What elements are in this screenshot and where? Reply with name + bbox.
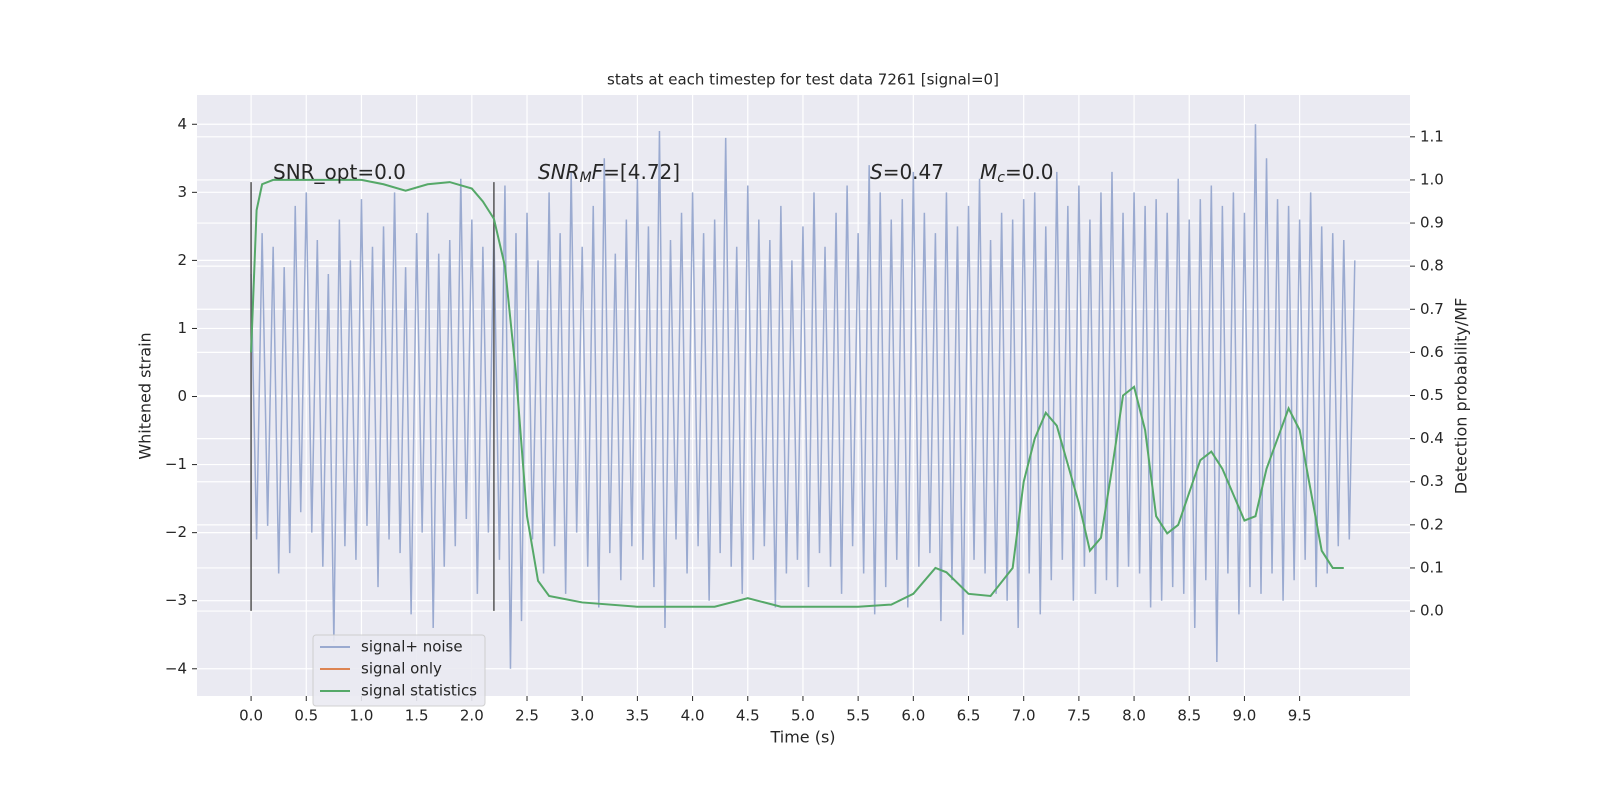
y2-tick-label: 0.2 bbox=[1420, 515, 1444, 533]
annotation: Mc=0.0 bbox=[980, 160, 1054, 187]
x-tick-label: 5.0 bbox=[791, 707, 815, 725]
x-tick-label: 5.5 bbox=[846, 707, 870, 725]
x-tick-label: 7.5 bbox=[1067, 707, 1091, 725]
annotation-part: c bbox=[997, 170, 1005, 186]
annotation: SNR_opt=0.0 bbox=[273, 160, 406, 184]
annotation-part: =0.47 bbox=[883, 160, 944, 184]
y2-tick-label: 0.7 bbox=[1420, 300, 1444, 318]
annotation-part: SNR bbox=[538, 160, 580, 184]
y2-tick-label: 0.1 bbox=[1420, 558, 1444, 576]
y2-tick-label: 0.8 bbox=[1420, 257, 1444, 275]
y-tick-label: −1 bbox=[165, 455, 187, 473]
y2-tick-label: 0.4 bbox=[1420, 429, 1444, 447]
annotation: SNRMF=[4.72] bbox=[538, 160, 680, 187]
x-tick-label: 7.0 bbox=[1012, 707, 1036, 725]
y-axis-label: Whitened strain bbox=[136, 332, 155, 459]
x-tick-label: 4.0 bbox=[681, 707, 705, 725]
y-tick-label: 4 bbox=[177, 115, 187, 133]
annotation: S=0.47 bbox=[870, 160, 944, 184]
x-tick-label: 0.5 bbox=[294, 707, 318, 725]
x-tick-label: 8.5 bbox=[1177, 707, 1201, 725]
annotation-part: F bbox=[592, 160, 604, 184]
annotation-part: =0.0 bbox=[1005, 160, 1054, 184]
y2-tick-label: 0.5 bbox=[1420, 386, 1444, 404]
legend-label: signal statistics bbox=[361, 682, 477, 700]
annotation-part: =[4.72] bbox=[603, 160, 680, 184]
y2-tick-label: 0.9 bbox=[1420, 214, 1444, 232]
annotation-part: S bbox=[870, 160, 883, 184]
y2-tick-label: 1.1 bbox=[1420, 127, 1444, 145]
y-tick-label: 0 bbox=[177, 387, 187, 405]
y2-axis-label: Detection probability/MF bbox=[1452, 298, 1471, 495]
x-tick-label: 6.0 bbox=[901, 707, 925, 725]
y-tick-label: −2 bbox=[165, 523, 187, 541]
x-tick-label: 1.0 bbox=[350, 707, 374, 725]
x-tick-label: 9.5 bbox=[1288, 707, 1312, 725]
x-tick-label: 2.5 bbox=[515, 707, 539, 725]
x-tick-label: 0.0 bbox=[239, 707, 263, 725]
y2-tick-label: 0.3 bbox=[1420, 472, 1444, 490]
y-tick-label: −3 bbox=[165, 591, 187, 609]
x-tick-label: 6.5 bbox=[957, 707, 981, 725]
x-tick-label: 1.5 bbox=[405, 707, 429, 725]
x-axis-label: Time (s) bbox=[769, 728, 835, 747]
x-tick-label: 2.0 bbox=[460, 707, 484, 725]
y2-tick-label: 1.0 bbox=[1420, 170, 1444, 188]
y-tick-label: 1 bbox=[177, 319, 187, 337]
y-tick-label: 2 bbox=[177, 251, 187, 269]
x-tick-label: 3.0 bbox=[570, 707, 594, 725]
x-tick-label: 8.0 bbox=[1122, 707, 1146, 725]
x-tick-label: 9.0 bbox=[1233, 707, 1257, 725]
x-tick-label: 4.5 bbox=[736, 707, 760, 725]
y2-tick-label: 0.6 bbox=[1420, 343, 1444, 361]
legend-label: signal+ noise bbox=[361, 638, 463, 656]
y2-tick-label: 0.0 bbox=[1420, 602, 1444, 620]
annotation-part: M bbox=[980, 160, 997, 184]
annotation-part: SNR_opt=0.0 bbox=[273, 160, 406, 184]
y-tick-label: −4 bbox=[165, 659, 187, 677]
chart-title: stats at each timestep for test data 726… bbox=[607, 71, 999, 89]
y-tick-label: 3 bbox=[177, 183, 187, 201]
legend-label: signal only bbox=[361, 660, 442, 678]
legend-box bbox=[312, 634, 486, 707]
annotation-part: M bbox=[580, 170, 592, 186]
series-line bbox=[250, 124, 1356, 669]
x-tick-label: 3.5 bbox=[625, 707, 649, 725]
series-line bbox=[250, 178, 1344, 608]
